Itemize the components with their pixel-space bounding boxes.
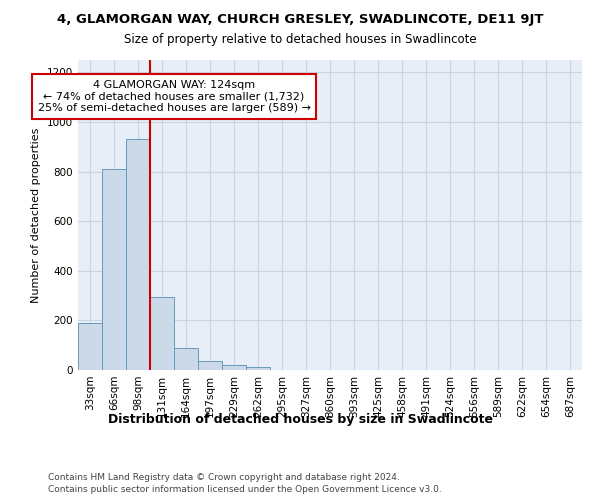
Bar [78, 323, 102, 370]
Bar [198, 362, 222, 370]
Bar [150, 297, 174, 370]
Text: Contains HM Land Registry data © Crown copyright and database right 2024.: Contains HM Land Registry data © Crown c… [48, 472, 400, 482]
Text: Size of property relative to detached houses in Swadlincote: Size of property relative to detached ho… [124, 32, 476, 46]
Bar [102, 169, 126, 370]
Text: Contains public sector information licensed under the Open Government Licence v3: Contains public sector information licen… [48, 485, 442, 494]
Text: 4, GLAMORGAN WAY, CHURCH GRESLEY, SWADLINCOTE, DE11 9JT: 4, GLAMORGAN WAY, CHURCH GRESLEY, SWADLI… [57, 12, 543, 26]
Y-axis label: Number of detached properties: Number of detached properties [31, 128, 41, 302]
Bar [174, 348, 198, 370]
Bar [126, 140, 150, 370]
Bar [246, 367, 270, 370]
Bar [222, 365, 246, 370]
Text: Distribution of detached houses by size in Swadlincote: Distribution of detached houses by size … [107, 412, 493, 426]
Text: 4 GLAMORGAN WAY: 124sqm
← 74% of detached houses are smaller (1,732)
25% of semi: 4 GLAMORGAN WAY: 124sqm ← 74% of detache… [37, 80, 311, 113]
